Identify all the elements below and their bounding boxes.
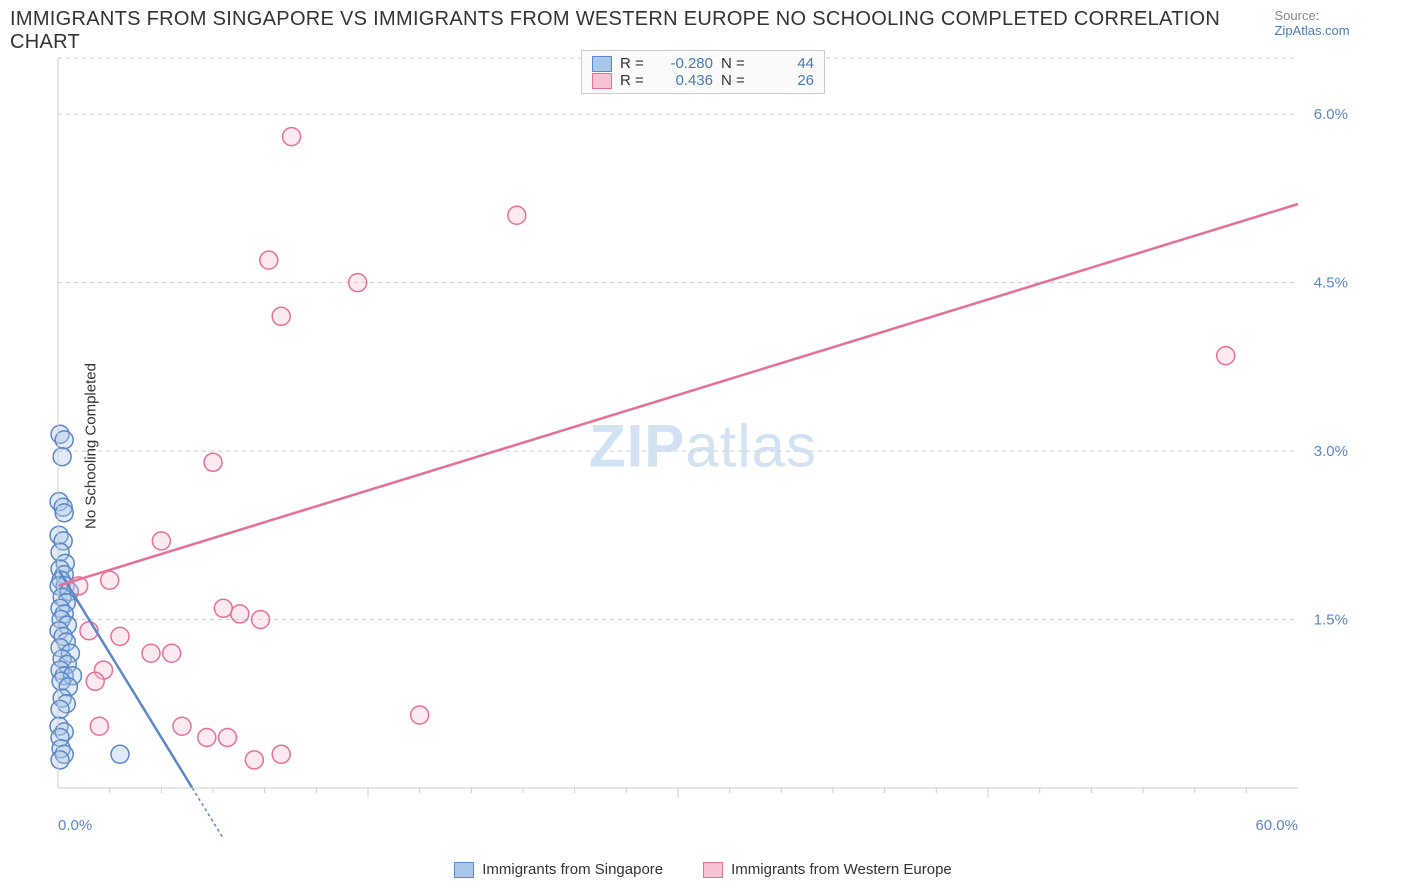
x-axis-min-label: 0.0% bbox=[58, 817, 92, 834]
scatter-point bbox=[111, 745, 129, 763]
scatter-point bbox=[411, 706, 429, 724]
legend-swatch bbox=[454, 862, 474, 878]
legend-r-label: R = bbox=[620, 72, 650, 89]
scatter-point bbox=[53, 448, 71, 466]
scatter-point bbox=[111, 627, 129, 645]
scatter-point bbox=[231, 605, 249, 623]
legend-correlation-box: R = -0.280 N = 44 R = 0.436 N = 26 bbox=[581, 50, 825, 94]
scatter-point bbox=[152, 532, 170, 550]
legend-r-value: -0.280 bbox=[658, 55, 713, 72]
plot-area: 1.5% 3.0% 4.5% 6.0% 0.0% 60.0% bbox=[48, 48, 1358, 838]
scatter-point bbox=[86, 672, 104, 690]
scatter-point bbox=[204, 453, 222, 471]
scatter-point bbox=[163, 644, 181, 662]
legend-series-label: Immigrants from Western Europe bbox=[731, 861, 952, 878]
scatter-point bbox=[198, 728, 216, 746]
scatter-point bbox=[101, 571, 119, 589]
scatter-point bbox=[260, 251, 278, 269]
scatter-point bbox=[214, 599, 232, 617]
trendline-extrapolated bbox=[192, 788, 226, 838]
scatter-point bbox=[173, 717, 191, 735]
y-tick-label: 4.5% bbox=[1314, 275, 1348, 292]
legend-swatch bbox=[703, 862, 723, 878]
legend-swatch bbox=[592, 56, 612, 72]
legend-n-label: N = bbox=[721, 55, 751, 72]
source-attribution: Source: ZipAtlas.com bbox=[1274, 8, 1396, 38]
scatter-point bbox=[51, 751, 69, 769]
scatter-point bbox=[245, 751, 263, 769]
scatter-point bbox=[349, 274, 367, 292]
legend-n-value: 26 bbox=[759, 72, 814, 89]
trendline bbox=[58, 204, 1298, 586]
legend-r-label: R = bbox=[620, 55, 650, 72]
chart-container: IMMIGRANTS FROM SINGAPORE VS IMMIGRANTS … bbox=[0, 0, 1406, 892]
legend-series-item: Immigrants from Singapore bbox=[454, 861, 663, 878]
scatter-point bbox=[90, 717, 108, 735]
y-tick-label: 1.5% bbox=[1314, 612, 1348, 629]
y-tick-label: 6.0% bbox=[1314, 106, 1348, 123]
legend-r-value: 0.436 bbox=[658, 72, 713, 89]
x-axis-max-label: 60.0% bbox=[1255, 817, 1298, 834]
legend-swatch bbox=[592, 73, 612, 89]
legend-series-item: Immigrants from Western Europe bbox=[703, 861, 952, 878]
scatter-point bbox=[272, 745, 290, 763]
scatter-point bbox=[1217, 347, 1235, 365]
y-tick-label: 3.0% bbox=[1314, 443, 1348, 460]
legend-correlation-row: R = 0.436 N = 26 bbox=[592, 72, 814, 89]
scatter-point bbox=[272, 307, 290, 325]
scatter-point bbox=[142, 644, 160, 662]
legend-n-value: 44 bbox=[759, 55, 814, 72]
legend-series: Immigrants from Singapore Immigrants from… bbox=[48, 861, 1358, 878]
scatter-point bbox=[51, 700, 69, 718]
legend-series-label: Immigrants from Singapore bbox=[482, 861, 663, 878]
scatter-point bbox=[252, 611, 270, 629]
scatter-point bbox=[218, 728, 236, 746]
scatter-point bbox=[283, 128, 301, 146]
source-value: ZipAtlas.com bbox=[1274, 23, 1349, 38]
legend-correlation-row: R = -0.280 N = 44 bbox=[592, 55, 814, 72]
scatter-plot-svg: 1.5% 3.0% 4.5% 6.0% 0.0% 60.0% bbox=[48, 48, 1358, 838]
scatter-point bbox=[508, 206, 526, 224]
source-label: Source: bbox=[1274, 8, 1319, 23]
legend-n-label: N = bbox=[721, 72, 751, 89]
